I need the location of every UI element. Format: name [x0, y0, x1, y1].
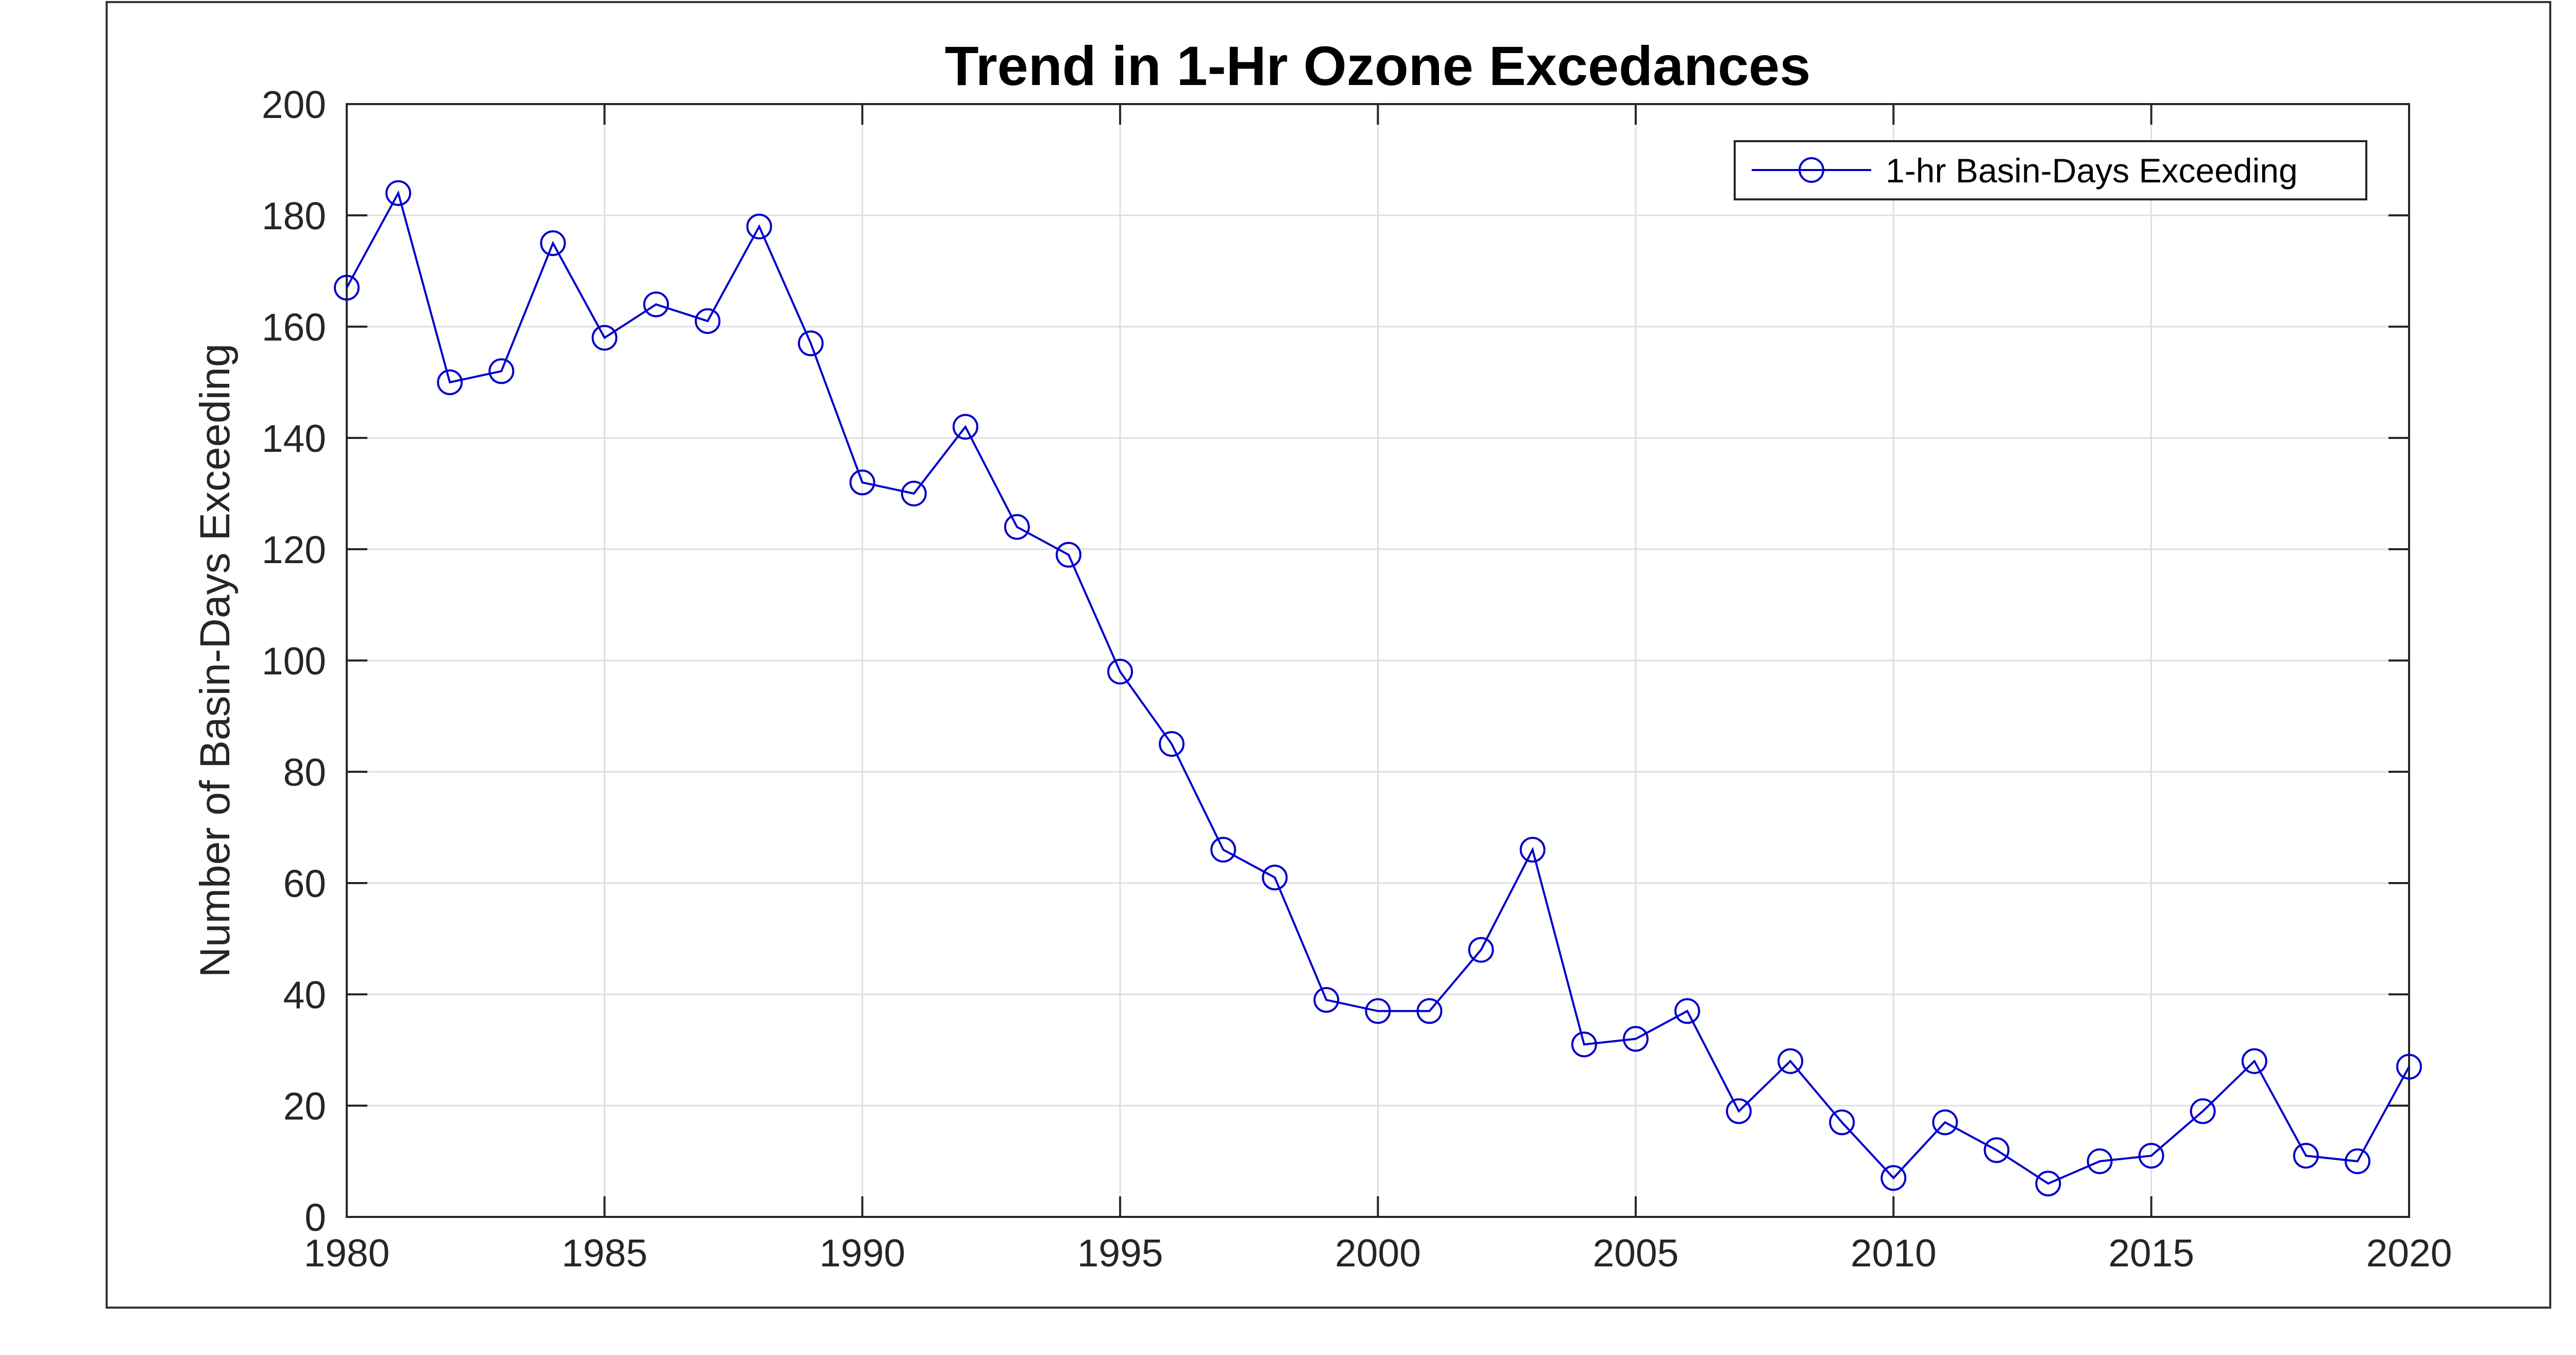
data-point: [2035, 1171, 2061, 1197]
y-tick-label: 100: [262, 639, 326, 683]
data-point: [2344, 1148, 2370, 1174]
x-tick-label: 2005: [1592, 1231, 1679, 1275]
x-tick-label: 1995: [1077, 1231, 1163, 1275]
data-point: [746, 213, 772, 240]
chart-title: Trend in 1-Hr Ozone Excedances: [945, 35, 1811, 97]
data-point: [1571, 1031, 1597, 1058]
data-point: [1880, 1165, 1907, 1191]
data-point: [694, 308, 721, 334]
x-tick-label: 1980: [304, 1231, 390, 1275]
data-point: [1416, 998, 1443, 1024]
y-tick-label: 200: [262, 83, 326, 126]
data-point: [2396, 1054, 2422, 1080]
y-tick-label: 160: [262, 306, 326, 349]
data-point: [1726, 1098, 1752, 1124]
data-point: [1056, 541, 1082, 568]
x-tick-label: 2020: [2366, 1231, 2452, 1275]
data-point: [1674, 998, 1700, 1024]
x-tick-label: 1985: [562, 1231, 648, 1275]
data-point: [2087, 1148, 2113, 1174]
y-axis-label: Number of Basin-Days Exceeding: [192, 344, 239, 978]
data-point: [334, 275, 360, 301]
data-point: [1210, 837, 1236, 863]
series-layer: [334, 180, 2422, 1197]
data-point: [643, 291, 669, 317]
data-point: [488, 358, 515, 384]
data-point: [1159, 731, 1185, 757]
x-tick-label: 2010: [1851, 1231, 1937, 1275]
data-point: [591, 325, 618, 351]
data-point: [1313, 987, 1340, 1013]
data-point: [2241, 1048, 2267, 1074]
series-line: [346, 190, 2410, 1185]
data-point: [1365, 998, 1391, 1024]
data-point: [1468, 937, 1494, 963]
data-point: [2138, 1143, 2164, 1169]
data-point: [1829, 1109, 1855, 1136]
legend-entry-label: 1-hr Basin-Days Exceeding: [1886, 151, 2298, 190]
data-point: [798, 330, 824, 357]
data-point: [849, 469, 875, 496]
data-point: [385, 180, 412, 206]
y-tick-label: 120: [262, 528, 326, 571]
tick-layer: 1980 1985 1990 1995 2000 2005 2010 2015 2020 0 20 4…: [262, 83, 2452, 1275]
figure-frame: [106, 1, 2551, 1309]
data-point: [2190, 1098, 2216, 1124]
y-tick-label: 80: [283, 751, 326, 794]
data-point: [2293, 1143, 2319, 1169]
data-point: [901, 481, 927, 506]
legend-marker: [1799, 157, 1824, 183]
x-tick-label: 2000: [1335, 1231, 1421, 1275]
data-point: [437, 369, 463, 395]
data-point: [1519, 837, 1546, 863]
y-tick-label: 20: [283, 1085, 326, 1128]
data-point: [1932, 1109, 1958, 1136]
x-tick-label: 2015: [2108, 1231, 2194, 1275]
data-point: [952, 414, 978, 440]
data-point: [1107, 658, 1133, 685]
y-tick-label: 140: [262, 417, 326, 460]
data-point: [1004, 514, 1030, 540]
x-tick-label: 1990: [819, 1231, 905, 1275]
data-point: [1777, 1048, 1804, 1074]
y-tick-label: 60: [283, 862, 326, 905]
y-tick-label: 40: [283, 973, 326, 1017]
y-tick-label: 180: [262, 194, 326, 238]
data-point: [1984, 1137, 2010, 1163]
data-point: [1262, 865, 1288, 891]
y-tick-label: 0: [304, 1196, 326, 1239]
legend: 1-hr Basin-Days Exceeding: [1734, 140, 2367, 200]
data-point: [540, 230, 566, 256]
data-point: [1622, 1026, 1649, 1052]
